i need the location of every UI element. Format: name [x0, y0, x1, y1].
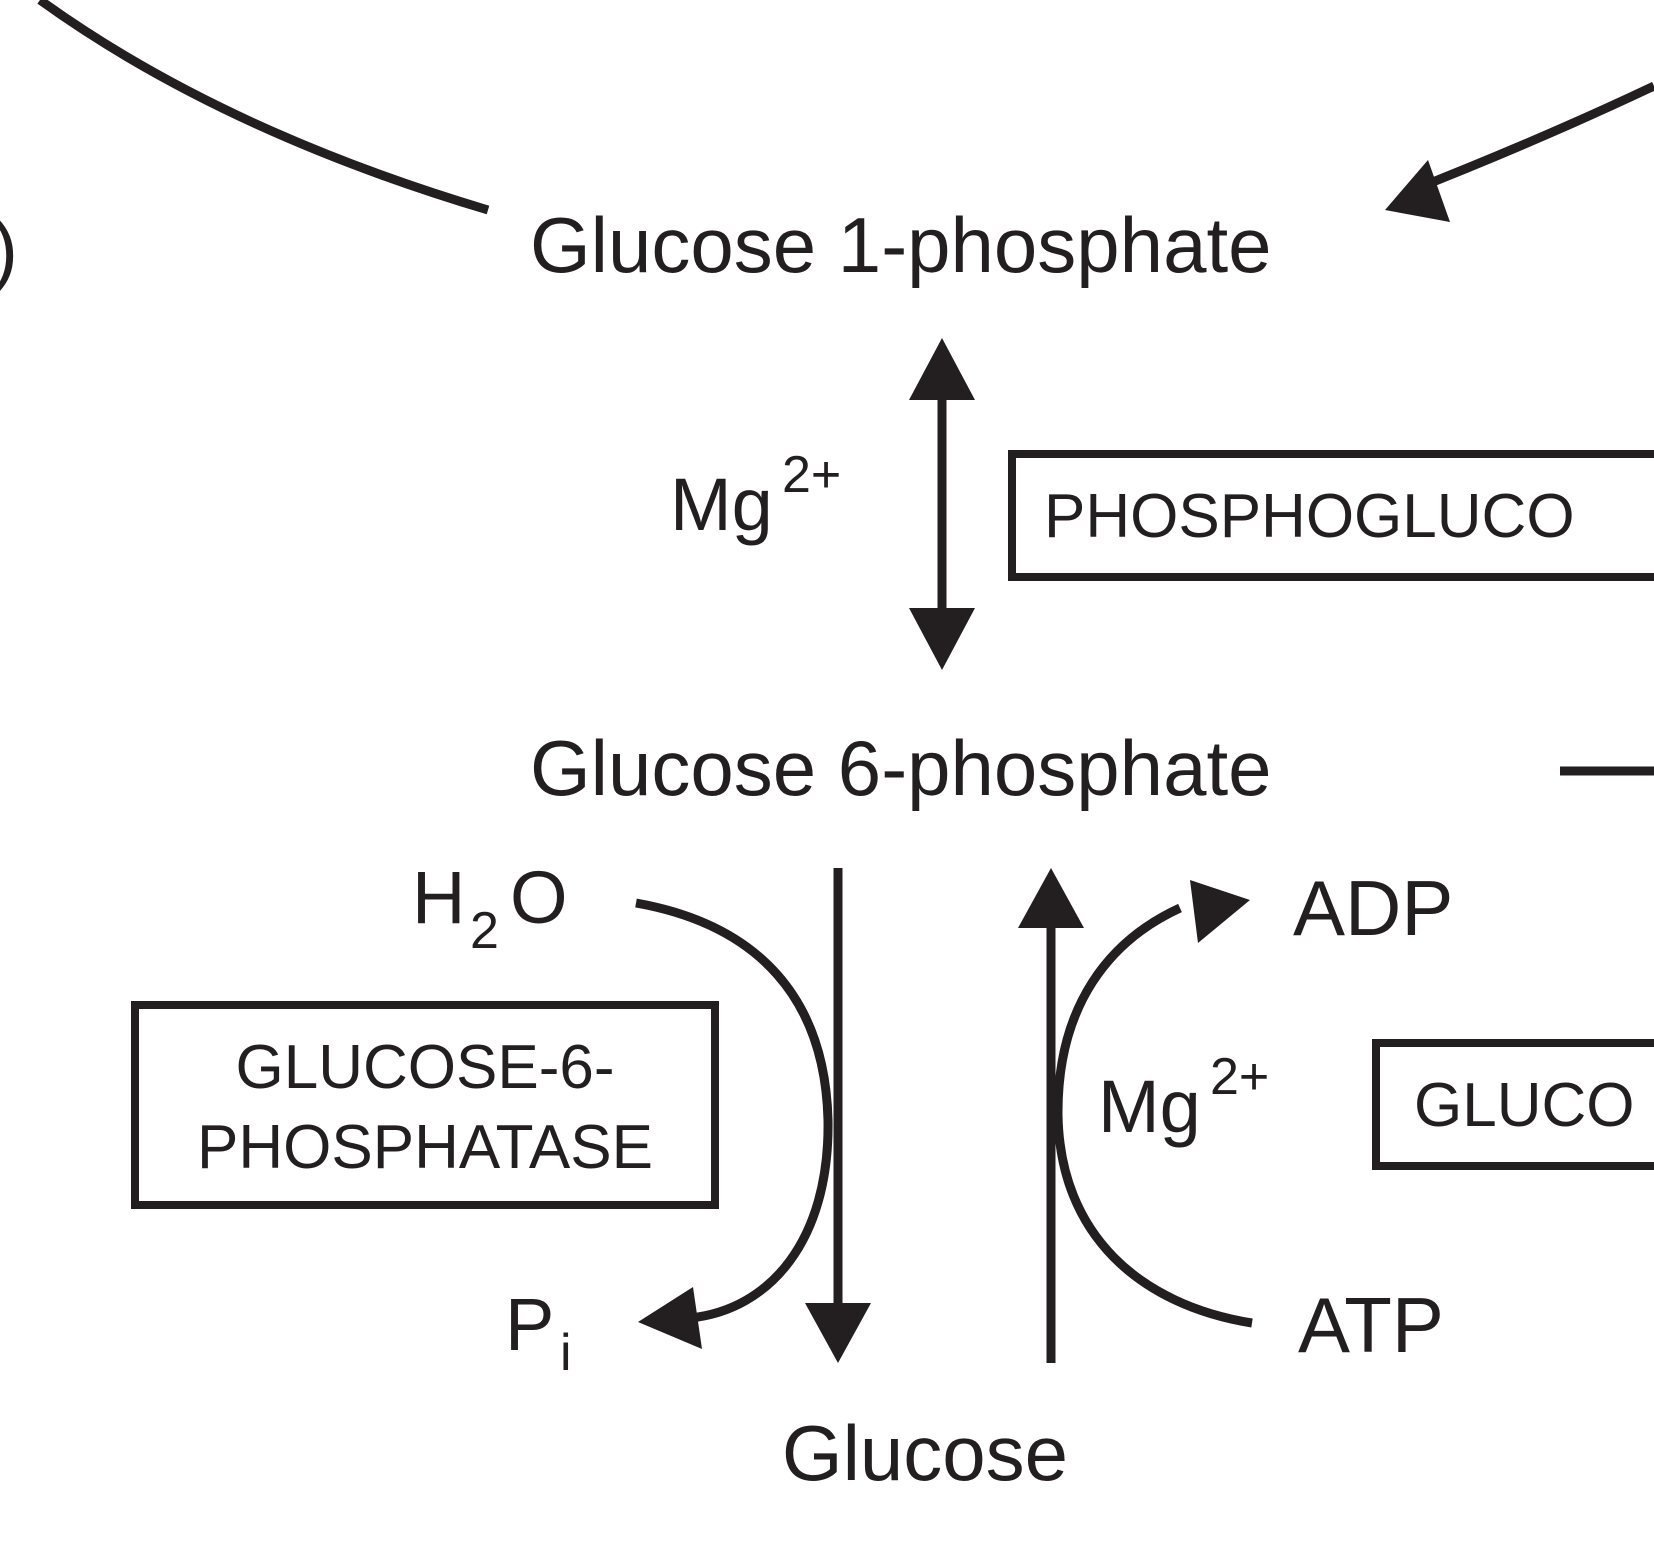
arrow-head-up-g1p	[909, 338, 975, 400]
partial-parenthesis: )	[0, 205, 18, 293]
mg-ion-charge-right: 2+	[1210, 1048, 1269, 1106]
water-subscript: 2	[470, 902, 499, 960]
arrow-head-top-right	[1385, 160, 1450, 222]
arrow-head-down-g6p	[909, 608, 975, 670]
atp-to-adp-curve	[1053, 903, 1253, 1328]
glucose-1-phosphate-label: Glucose 1-phosphate	[530, 201, 1272, 289]
arrow-head-adp	[1190, 880, 1250, 943]
glucose-6-phosphatase-line1: GLUCOSE-6-	[236, 1033, 615, 1102]
glucose-6-phosphate-label: Glucose 6-phosphate	[530, 724, 1272, 812]
glucose-6-phosphatase-box	[131, 1001, 719, 1209]
atp-label: ATP	[1298, 1281, 1444, 1369]
arrow-head-phosphate	[638, 1287, 702, 1349]
mg-ion-charge-top: 2+	[782, 446, 841, 504]
glucokinase-label: GLUCO	[1414, 1071, 1634, 1140]
curve-from-top-left	[37, 0, 490, 215]
glucose-6-phosphatase-line2: PHOSPHATASE	[197, 1113, 653, 1182]
water-o: O	[510, 856, 568, 939]
phosphoglucomutase-label: PHOSPHOGLUCO	[1044, 482, 1575, 551]
arrow-head-up-g6p	[1018, 868, 1084, 928]
adp-label: ADP	[1293, 864, 1453, 952]
phosphate-subscript: i	[560, 1324, 572, 1382]
mg-ion-label-right: Mg	[1098, 1065, 1201, 1148]
arrow-head-down-glucose	[805, 1303, 871, 1363]
phosphate-p: P	[505, 1283, 554, 1366]
phosphoglucomutase-box	[1008, 450, 1654, 581]
glucose-label: Glucose	[782, 1409, 1068, 1497]
glucokinase-box	[1372, 1039, 1654, 1170]
water-to-phosphate-curve	[635, 898, 833, 1323]
water-h: H	[412, 856, 465, 939]
mg-ion-label-top: Mg	[670, 463, 773, 546]
curve-from-top-right	[1403, 81, 1654, 198]
